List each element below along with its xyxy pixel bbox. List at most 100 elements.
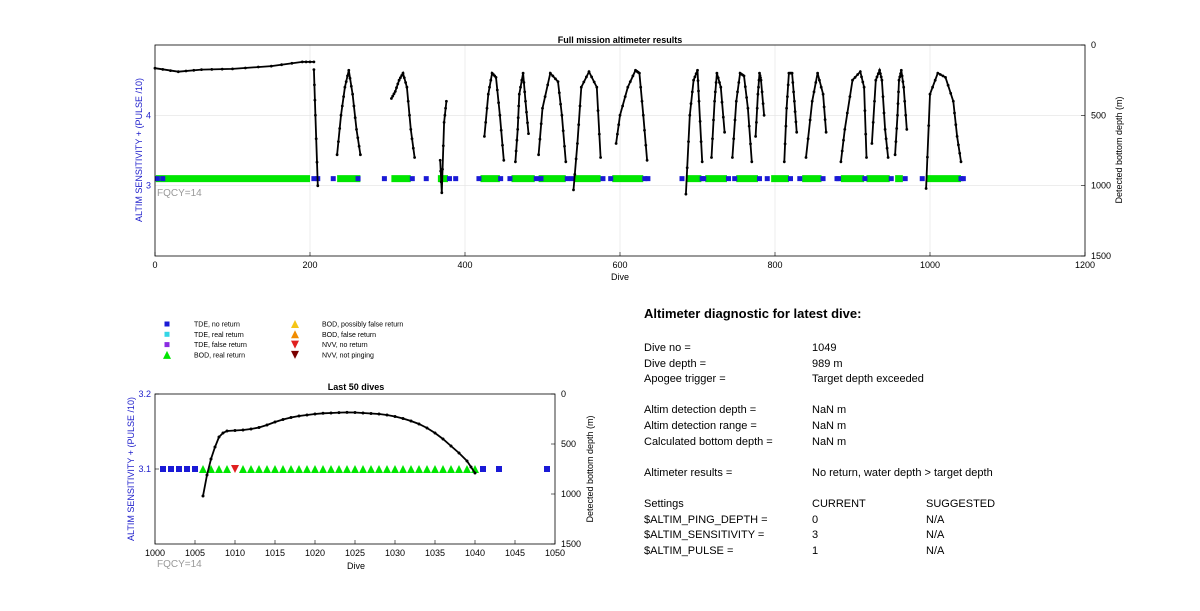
x-tick-label: 400 — [457, 260, 472, 270]
tde-no-return-point — [192, 466, 198, 472]
bottom-depth-point — [313, 83, 316, 87]
bottom-depth-point — [719, 85, 723, 89]
bottom-depth-line — [925, 71, 962, 189]
bottom-depth-point — [926, 155, 929, 159]
bottom-depth-point — [723, 130, 726, 134]
setting-name: $ALTIM_PULSE = — [644, 544, 734, 557]
bottom-depth-point — [516, 127, 520, 131]
bod-real-return-point — [279, 465, 287, 473]
bottom-depth-point — [256, 65, 260, 69]
bottom-depth-point — [335, 153, 339, 157]
bottom-depth-point — [517, 92, 521, 96]
bod-real-return-point — [327, 465, 335, 473]
tde-no-return-point — [608, 176, 614, 182]
bottom-depth-point — [896, 102, 900, 105]
bottom-depth-point — [369, 412, 373, 415]
bottom-depth-point — [225, 429, 229, 433]
dive-depth-row: Dive depth = 989 m — [644, 357, 1184, 373]
bottom-depth-point — [885, 146, 889, 150]
tde-no-return-point — [757, 176, 762, 182]
last-50-fqcy: FQCY=14 — [157, 559, 202, 570]
detection-range-label: Altim detection range = — [644, 419, 757, 432]
altimeter-diagnostic-panel: Altimeter diagnostic for latest dive: Di… — [644, 306, 1184, 559]
bod-real-return-point — [431, 465, 439, 473]
x-tick-label: 1045 — [505, 548, 525, 558]
bod-real-return-point — [255, 465, 263, 473]
bottom-depth-line — [336, 70, 362, 155]
x-tick-label: 200 — [302, 260, 317, 270]
bottom-depth-point — [176, 70, 180, 74]
bod-real-return-band — [802, 175, 822, 183]
tde-no-return-point — [788, 176, 793, 182]
y2-tick-label: 1000 — [1091, 181, 1111, 191]
bod-real-return-band — [685, 175, 702, 183]
x-tick-label: 1010 — [225, 548, 245, 558]
detection-depth-value: NaN m — [812, 404, 847, 417]
bod-real-return-point — [407, 465, 415, 473]
setting-suggested: N/A — [926, 513, 945, 526]
bottom-depth-point — [417, 422, 421, 426]
tde-no-return-point — [453, 176, 459, 182]
bottom-depth-point — [514, 149, 518, 153]
bottom-depth-point — [689, 102, 693, 105]
legend-label: TDE, no return — [194, 322, 240, 329]
bottom-depth-point — [746, 106, 750, 110]
bottom-depth-point — [806, 137, 810, 141]
bottom-depth-point — [743, 85, 747, 89]
bottom-depth-point — [698, 120, 702, 123]
bottom-depth-point — [737, 81, 741, 84]
bottom-depth-line — [894, 70, 908, 155]
bottom-depth-point — [351, 92, 354, 96]
bod-real-return-point — [223, 465, 231, 473]
y2-tick-label: 500 — [1091, 110, 1106, 120]
bottom-depth-point — [361, 411, 365, 415]
bottom-depth-point — [792, 90, 795, 94]
bottom-depth-point — [338, 127, 342, 130]
bottom-depth-point — [700, 160, 704, 164]
bottom-depth-point — [519, 85, 522, 89]
bottom-depth-point — [209, 457, 213, 461]
bottom-depth-point — [557, 91, 561, 95]
setting-name: $ALTIM_SENSITIVITY = — [644, 529, 765, 542]
bottom-depth-point — [497, 101, 500, 105]
bod-real-return-point — [303, 465, 311, 473]
bod-real-return-band — [840, 175, 865, 183]
bottom-depth-point — [572, 188, 575, 192]
bottom-depth-point — [731, 156, 734, 159]
bottom-depth-line — [439, 101, 448, 193]
bottom-depth-point — [563, 144, 566, 148]
full-mission-xlabel: Dive — [611, 272, 629, 282]
bottom-depth-point — [953, 111, 956, 115]
setting-suggested: N/A — [926, 529, 945, 542]
bottom-depth-point — [958, 151, 962, 155]
bottom-depth-point — [441, 437, 445, 441]
y2-tick-label: 0 — [561, 389, 566, 399]
bottom-depth-point — [269, 64, 273, 68]
bottom-depth-point — [543, 95, 547, 98]
bod-real-return-point — [295, 465, 303, 473]
bottom-depth-point — [759, 78, 763, 82]
bottom-depth-point — [614, 142, 618, 145]
tde-no-return-point — [311, 176, 317, 182]
x-tick-label: 1040 — [465, 548, 485, 558]
bottom-depth-point — [848, 95, 852, 98]
setting-row-pulse: $ALTIM_PULSE = 1 N/A — [644, 544, 1184, 560]
bottom-depth-point — [465, 459, 469, 463]
bottom-depth-point — [525, 110, 528, 114]
bottom-depth-point — [316, 184, 320, 188]
bottom-depth-point — [161, 68, 165, 71]
tde-no-return-point — [564, 176, 570, 182]
bottom-depth-point — [439, 169, 443, 173]
bod-real-return-point — [319, 465, 327, 473]
tde-no-return-point — [160, 466, 166, 472]
tde-no-return-point — [797, 176, 803, 182]
bottom-depth-point — [882, 111, 886, 115]
bottom-depth-point — [356, 136, 360, 140]
bottom-depth-point — [696, 68, 699, 72]
bod-real-return-band — [480, 175, 500, 183]
bottom-depth-point — [786, 83, 790, 87]
bottom-depth-point — [345, 410, 349, 414]
bod-real-return-point — [455, 465, 463, 473]
bottom-depth-point — [640, 99, 644, 103]
bottom-depth-point — [337, 140, 340, 144]
